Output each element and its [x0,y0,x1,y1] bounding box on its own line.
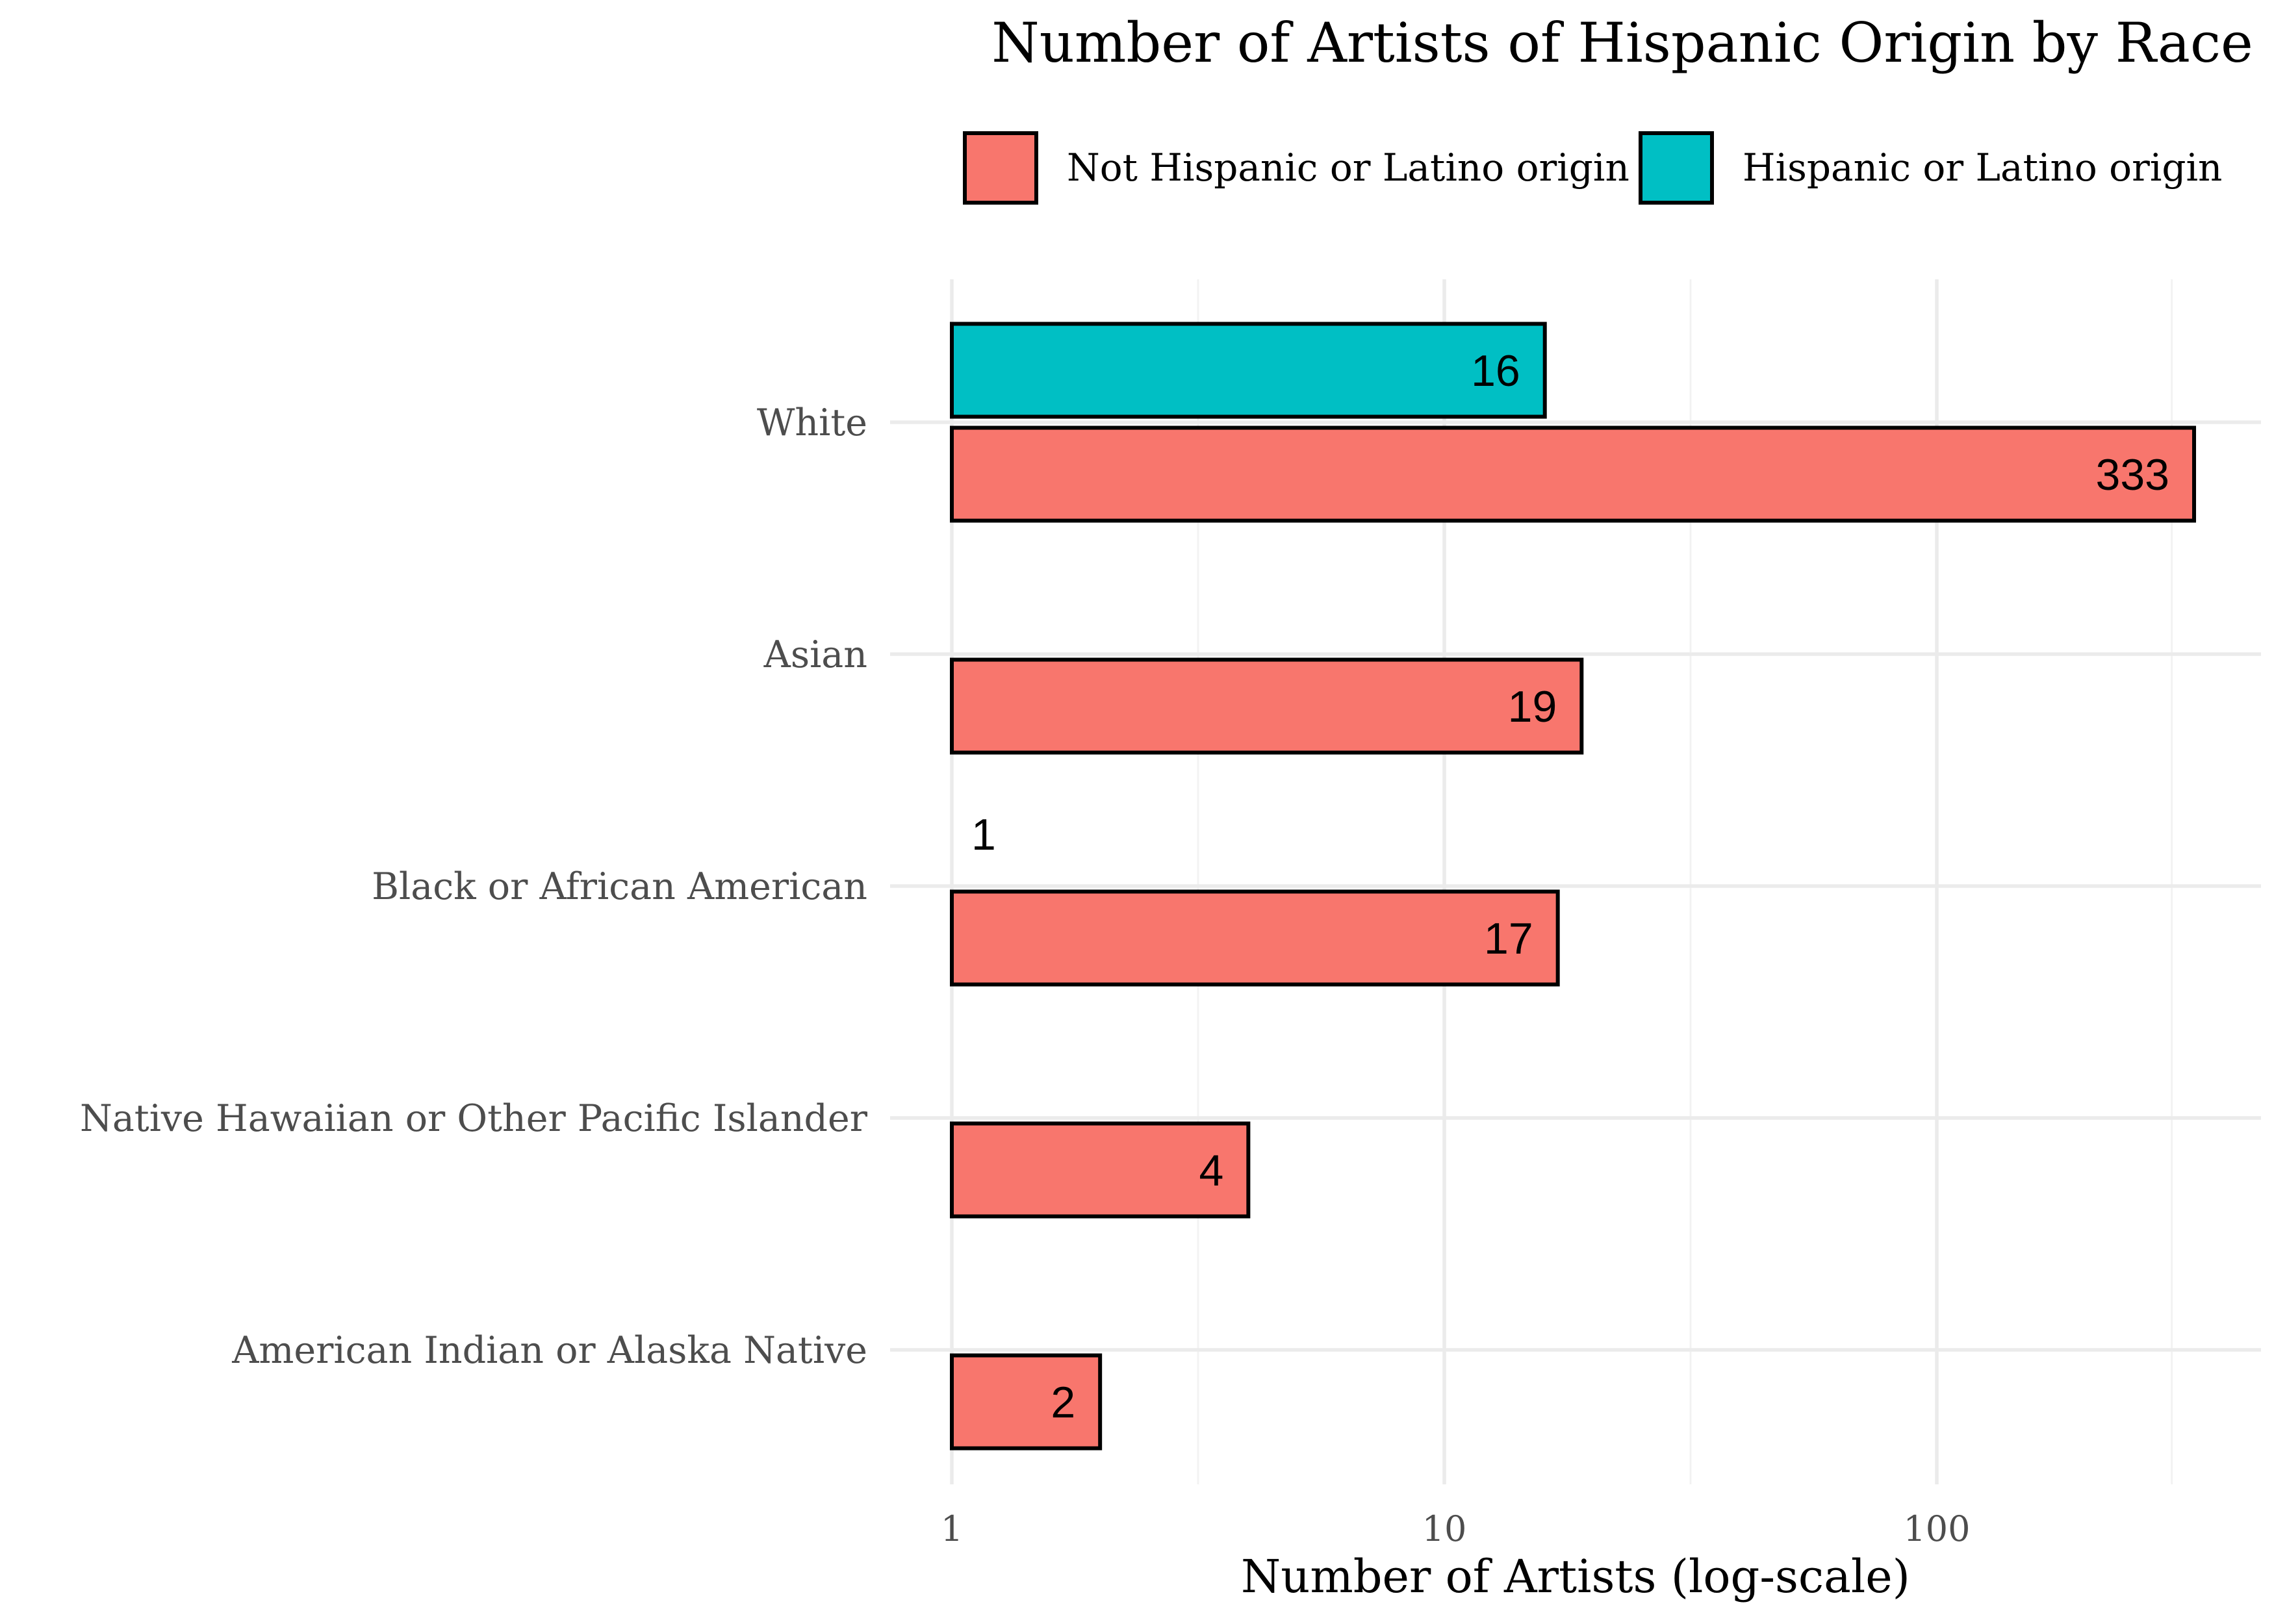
category-label-white: White [757,401,867,444]
x-axis-title: Number of Artists (log-scale) [1241,1550,1910,1603]
bar-native-hawaiian-or-other-pacific-islander-not-hispanic-or-latino-origin [950,1121,1251,1219]
data-labels: 333 19 17 4 2 16 1 [971,346,2169,1427]
data-label-asian-not-hispanic-or-latino-origin: 19 [1508,682,1557,731]
data-label-american-indian-or-alaska-native-not-hispanic-or-latino-origin: 2 [1051,1378,1075,1427]
legend-label-not-hispanic-or-latino-origin: Not Hispanic or Latino origin [1067,146,1629,190]
legend: Not Hispanic or Latino origin Hispanic or… [963,131,2222,205]
bar-american-indian-or-alaska-native-not-hispanic-or-latino-origin [950,1353,1103,1451]
x-tick-label-10: 10 [1422,1508,1467,1549]
x-tick-label-1: 1 [941,1508,963,1549]
category-label-asian: Asian [763,633,867,676]
x-tick-label-100: 100 [1903,1508,1970,1549]
chart-title: Number of Artists of Hispanic Origin by … [991,11,2253,75]
legend-label-hispanic-or-latino-origin: Hispanic or Latino origin [1743,146,2222,190]
category-labels: White Asian Black or African American Nativ… [80,401,868,1372]
x-tick-labels: 1 10 100 [941,1508,1971,1549]
data-label-black-or-african-american-hispanic-or-latino-origin: 1 [971,810,996,859]
bar-white-hispanic-or-latino-origin [950,322,1547,419]
bar-black-or-african-american-not-hispanic-or-latino-origin [950,889,1560,987]
data-label-black-or-african-american-not-hispanic-or-latino-origin: 17 [1484,914,1533,963]
category-label-native-hawaiian-or-other-pacific-islander: Native Hawaiian or Other Pacific Islande… [80,1097,868,1140]
bar-asian-not-hispanic-or-latino-origin [950,657,1584,755]
category-label-black-or-african-american: Black or African American [372,865,867,908]
legend-swatch-not-hispanic-or-latino-origin [963,131,1038,205]
data-label-white-hispanic-or-latino-origin: 16 [1471,346,1520,396]
data-label-native-hawaiian-or-other-pacific-islander-not-hispanic-or-latino-origin: 4 [1199,1146,1224,1195]
bars [950,322,2197,1451]
legend-swatch-hispanic-or-latino-origin [1639,131,1714,205]
bar-white-not-hispanic-or-latino-origin [950,425,2197,523]
data-label-white-not-hispanic-or-latino-origin: 333 [2096,450,2169,500]
category-label-american-indian-or-alaska-native: American Indian or Alaska Native [231,1329,867,1372]
